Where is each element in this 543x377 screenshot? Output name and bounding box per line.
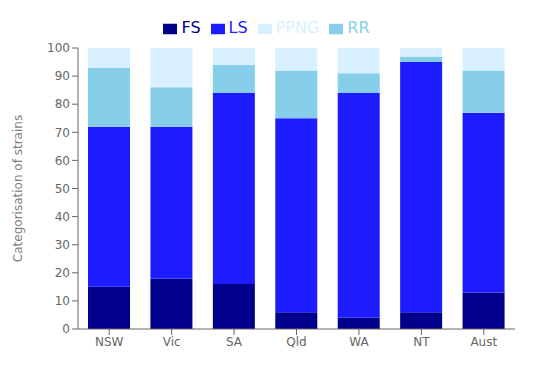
svg-text:SA: SA [226,335,243,349]
svg-text:30: 30 [55,238,70,252]
html-text:RR: RR [347,18,370,37]
svg-text:20: 20 [55,266,70,280]
svg-text:100: 100 [47,41,70,55]
svg-text:60: 60 [55,154,70,168]
svg-text:50: 50 [55,182,70,196]
svg-text:Qld: Qld [286,335,306,349]
svg-text:80: 80 [55,97,70,111]
svg-text:Vic: Vic [163,335,181,349]
html-text:LS: LS [228,18,248,37]
svg-text:40: 40 [55,210,70,224]
html-text:FS: FS [181,18,201,37]
svg-text:90: 90 [55,69,70,83]
svg-text:Categorisation of strains: Categorisation of strains [11,115,25,262]
svg-text:10: 10 [55,294,70,308]
svg-text:NSW: NSW [95,335,124,349]
svg-text:WA: WA [349,335,369,349]
svg-text:NT: NT [413,335,430,349]
html-text:PPNG: PPNG [275,18,320,37]
svg-text:70: 70 [55,126,70,140]
svg-text:Aust: Aust [470,335,497,349]
svg-text:0: 0 [62,322,70,336]
